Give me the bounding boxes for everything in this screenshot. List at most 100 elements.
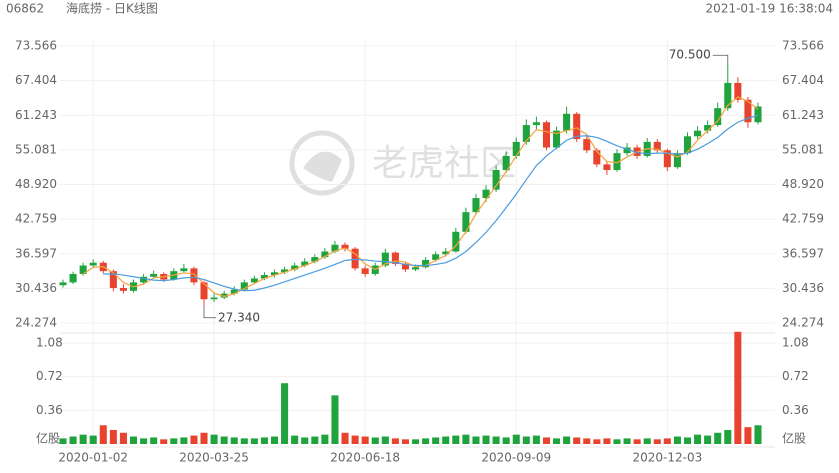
volume-bar [724,429,732,444]
x-tick-label: 2020-09-09 [481,451,551,465]
candle-body [522,125,530,142]
volume-bar [653,439,661,444]
chart-title: 海底捞 - 日K线图 [66,1,158,16]
volume-bar [160,439,168,444]
candle-body [613,153,621,171]
volume-bar [492,436,500,444]
volume-bar [210,434,218,444]
y-tick-label-right: 24.274 [782,316,824,330]
volume-bar [79,434,87,444]
y-tick-label: 67.404 [15,73,57,87]
volume-bar [472,436,480,444]
volume-bar [109,429,117,444]
annotation-leader [712,54,729,64]
y-tick-label: 36.597 [15,246,57,260]
volume-bar [603,438,611,444]
volume-bar [270,436,279,444]
volume-bar [452,435,460,444]
candle-body [734,82,742,100]
candle-body [673,153,681,168]
candle-body [512,141,520,156]
y-tick-label-right: 36.597 [782,246,824,260]
volume-bar [150,437,158,444]
volume-bar [563,436,571,444]
candle-body [301,261,309,266]
volume-bar [573,437,581,444]
candle-body [200,282,208,300]
candle-body [714,108,722,126]
candle-body [69,273,77,283]
volume-bar [190,435,198,444]
volume-tick-label-right: 1.08 [782,336,809,350]
volume-bar [361,436,369,444]
candle-body [281,269,289,273]
x-tick-label: 2020-01-02 [58,451,128,465]
volume-tick-label: 0.72 [36,369,63,383]
volume-bar [694,434,702,444]
volume-bar [381,436,389,444]
volume-bar [613,439,621,444]
candle-body [744,99,752,123]
candle-body [89,262,97,266]
candle-body [341,244,349,249]
volume-bar [663,438,671,444]
volume-bar [180,437,188,444]
volume-bar [623,438,631,444]
candle-body [361,268,369,274]
candle-body [452,231,460,252]
x-tick-label: 2020-03-25 [179,451,249,465]
candle-body [563,113,571,131]
volume-bar [754,425,762,444]
candle-body [603,164,611,171]
y-tick-label-right: 67.404 [782,73,824,87]
volume-bar [291,435,299,444]
candle-body [140,276,148,283]
moving-average-line [82,96,759,298]
candle-body [381,252,389,266]
stock-code: 06862 [6,2,44,16]
candle-body [583,139,591,151]
candle-body [553,130,561,148]
volume-bar [321,434,329,444]
candle-body [109,271,117,289]
candle-body [422,259,430,268]
volume-bar [512,434,520,444]
volume-bar [673,436,681,444]
volume-tick-label-right: 0.36 [782,403,809,417]
y-tick-label: 61.243 [15,108,57,122]
candle-body [683,136,692,154]
volume-bar [89,435,97,444]
candle-body [704,125,712,131]
y-tick-label: 55.081 [15,142,57,156]
volume-bar [119,432,127,444]
watermark-logo [289,130,355,196]
candle-body [653,141,661,151]
volume-bar [371,437,379,444]
candle-body [321,251,329,258]
volume-bar [532,435,540,444]
candle-body [573,113,581,140]
volume-bar [633,439,641,444]
y-tick-label-right: 42.759 [782,212,824,226]
volume-bar [542,437,551,444]
volume-bar [583,438,591,444]
volume-bar [482,435,490,444]
candle-body [210,297,218,300]
y-tick-label-right: 61.243 [782,108,824,122]
volume-bar [129,436,138,444]
volume-bar [704,435,712,444]
candle-body [220,293,228,298]
annotation-leader [203,305,217,319]
candle-body [79,265,87,274]
volume-bar [230,437,238,444]
volume-bar [643,438,651,444]
volume-bar [683,437,692,444]
annotation-label: 27.340 [218,310,260,324]
y-tick-label: 30.436 [15,281,57,295]
y-tick-label-right: 30.436 [782,281,824,295]
volume-bar [250,438,258,444]
volume-bar [522,436,530,444]
volume-bar [553,438,561,444]
volume-tick-label-right: 0.72 [782,369,809,383]
